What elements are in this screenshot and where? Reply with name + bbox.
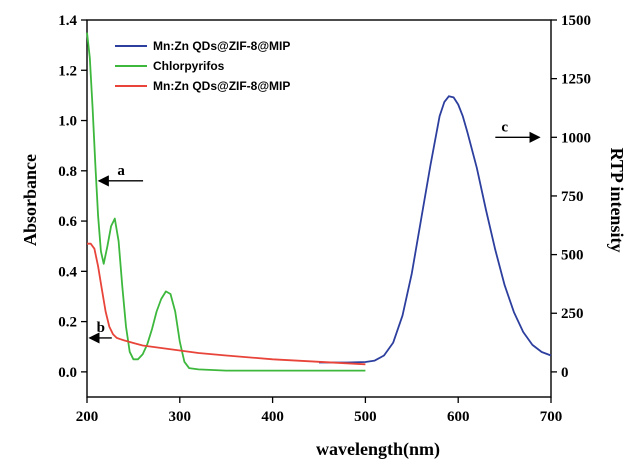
y-right-tick-label: 750 — [561, 189, 584, 205]
y-right-tick-label: 0 — [561, 365, 569, 381]
annotation-label-c: c — [501, 119, 508, 135]
y-left-tick-label: 1.0 — [58, 114, 77, 130]
y-right-tick-label: 500 — [561, 248, 584, 264]
x-tick-label: 600 — [447, 409, 470, 425]
y-right-tick-label: 250 — [561, 306, 584, 322]
x-tick-label: 300 — [169, 409, 192, 425]
y-left-tick-label: 1.4 — [58, 13, 77, 29]
annotation-label-b: b — [97, 320, 105, 336]
y-left-tick-label: 0.2 — [58, 315, 77, 331]
y-right-tick-label: 1500 — [561, 13, 591, 29]
legend: Mn:Zn QDs@ZIF-8@MIP Chlorpyrifos Mn:Zn QDs… — [115, 39, 290, 93]
x-axis-title: wavelength(nm) — [316, 439, 440, 460]
annotations: a b c — [88, 119, 541, 344]
y-left-tick-label: 0.4 — [58, 264, 77, 280]
axes: 200 300 400 500 600 700 0.0 0.2 0.4 0.6 0.8 1.0 1.2 1… — [58, 13, 591, 425]
y-axis-title-left: Absorbance — [20, 154, 40, 246]
legend-label: Mn:Zn QDs@ZIF-8@MIP — [153, 79, 290, 93]
series-line-chlorpyrifos-green — [86, 32, 366, 372]
y-axis-title-right: RTP intensity — [607, 148, 626, 253]
legend-label: Mn:Zn QDs@ZIF-8@MIP — [153, 39, 290, 53]
x-tick-label: 400 — [261, 409, 284, 425]
series-line-rtp-blue — [319, 95, 552, 364]
plot-lines — [86, 32, 552, 372]
y-left-tick-label: 1.2 — [58, 63, 77, 79]
series-line-absorbance-red — [87, 242, 366, 366]
x-tick-label: 200 — [76, 409, 99, 425]
x-tick-label: 500 — [354, 409, 377, 425]
y-right-tick-label: 1250 — [561, 72, 591, 88]
annotation-label-a: a — [117, 163, 125, 179]
legend-label: Chlorpyrifos — [153, 59, 225, 73]
y-left-tick-label: 0.0 — [58, 365, 77, 381]
y-left-tick-label: 0.6 — [58, 214, 77, 230]
plot-frame — [86, 19, 552, 398]
y-left-tick-label: 0.8 — [58, 164, 77, 180]
y-right-tick-label: 1000 — [561, 130, 591, 146]
x-tick-label: 700 — [540, 409, 563, 425]
